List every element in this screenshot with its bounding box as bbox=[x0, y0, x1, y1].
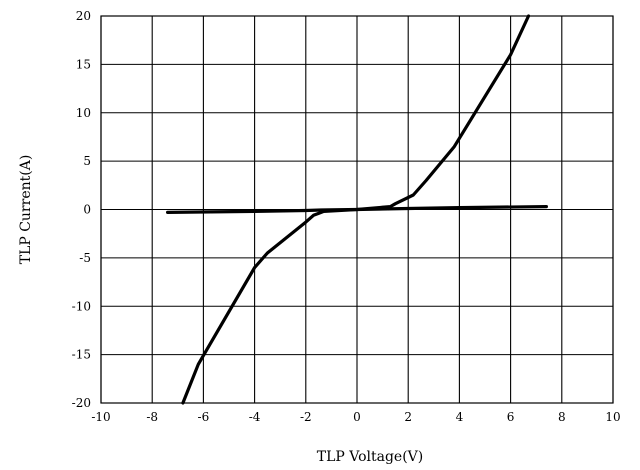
y-tick-label-7: -15 bbox=[72, 348, 91, 362]
x-tick-labels: -10 -8 -6 -4 -2 0 2 4 6 8 10 bbox=[91, 410, 620, 424]
series-curve-1 bbox=[181, 14, 531, 405]
plot-frame bbox=[100, 15, 614, 404]
data-curves bbox=[166, 14, 549, 405]
x-tick-label-5: 0 bbox=[353, 410, 361, 424]
x-tick-label-7: 4 bbox=[456, 410, 464, 424]
y-tick-label-0: 20 bbox=[76, 9, 91, 23]
x-tick-label-4: -2 bbox=[300, 410, 312, 424]
y-tick-label-8: -20 bbox=[72, 396, 91, 410]
y-tick-label-3: 5 bbox=[83, 154, 91, 168]
y-tick-label-2: 10 bbox=[76, 106, 91, 120]
x-tick-label-3: -4 bbox=[249, 410, 261, 424]
x-tick-label-1: -8 bbox=[146, 410, 158, 424]
y-tick-label-4: 0 bbox=[83, 203, 91, 217]
x-tick-label-6: 2 bbox=[404, 410, 412, 424]
x-tick-label-9: 8 bbox=[558, 410, 566, 424]
y-axis-label: TLP Current(A) bbox=[18, 155, 34, 265]
y-tick-label-5: -5 bbox=[79, 251, 91, 265]
x-tick-label-2: -6 bbox=[198, 410, 210, 424]
x-tick-label-0: -10 bbox=[91, 410, 110, 424]
x-tick-label-8: 6 bbox=[507, 410, 515, 424]
y-tick-labels: 20 15 10 5 0 -5 -10 -15 -20 bbox=[72, 9, 91, 410]
y-tick-label-1: 15 bbox=[76, 57, 91, 71]
x-axis-label: TLP Voltage(V) bbox=[317, 449, 424, 465]
y-tick-label-6: -10 bbox=[72, 299, 91, 313]
x-tick-label-10: 10 bbox=[605, 410, 620, 424]
